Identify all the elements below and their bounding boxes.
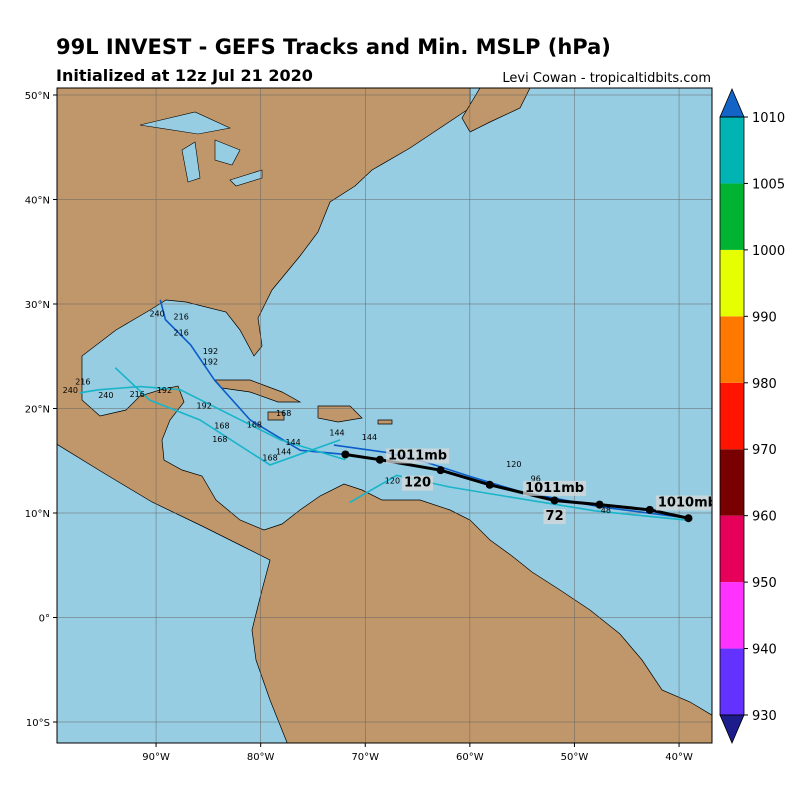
colorbar-segment <box>720 249 744 317</box>
annotation-box <box>655 495 712 511</box>
graticule <box>57 88 712 743</box>
x-tick-label: 70°W <box>351 752 379 763</box>
x-tick-label: 40°W <box>665 752 693 763</box>
colorbar-frame <box>719 116 745 716</box>
track <box>349 474 689 522</box>
colorbar-segment <box>720 316 744 383</box>
colorbar-extend-high <box>719 87 745 118</box>
annotation: 1010mb <box>658 496 717 511</box>
colorbar-label: 1005 <box>752 177 785 192</box>
hour-label: 192 <box>197 401 212 410</box>
hour-label: 240 <box>149 310 164 319</box>
track-point <box>436 466 445 475</box>
y-tick-label: 30°N <box>25 300 50 311</box>
track <box>114 367 341 466</box>
colorbar-label: 1000 <box>752 244 785 259</box>
annotation: 1011mb <box>525 481 584 496</box>
hour-label: 216 <box>130 390 145 399</box>
colorbar-label: 980 <box>752 377 777 392</box>
annotation-box <box>523 480 587 496</box>
annotation-box <box>401 475 434 491</box>
annotation-box <box>386 448 450 464</box>
track-point <box>645 505 654 514</box>
y-tick-label: 40°N <box>25 196 50 207</box>
colorbar-label: 930 <box>752 709 777 724</box>
x-tick-label: 80°W <box>247 752 275 763</box>
lakes <box>139 111 263 187</box>
colorbar-extend-low <box>719 714 745 745</box>
hour-label: 192 <box>157 386 172 395</box>
track-point <box>595 500 604 509</box>
hour-label: 48 <box>601 506 611 515</box>
annotation: 1011mb <box>388 448 447 463</box>
hour-label: 144 <box>285 438 300 447</box>
map-frame <box>56 87 713 744</box>
hour-label: 144 <box>276 447 291 456</box>
colorbar: 930 940 950 960 970 980 990 1000 1005 1010 <box>719 87 785 745</box>
colorbar-segment <box>720 183 744 250</box>
hour-label: 120 <box>385 477 400 486</box>
colorbar-label: 960 <box>752 510 777 525</box>
hour-label: 192 <box>203 347 218 356</box>
annotation: 120 <box>404 476 431 491</box>
track <box>79 385 346 461</box>
colorbar-label: 940 <box>752 643 777 658</box>
hour-label: 216 <box>174 328 189 337</box>
colorbar-label: 990 <box>752 310 777 325</box>
hour-label: 144 <box>362 433 377 442</box>
hour-label: 168 <box>262 454 277 463</box>
y-tick-label: 20°N <box>25 404 50 415</box>
hour-label: 96 <box>531 475 541 484</box>
annotation: 72 <box>546 509 564 524</box>
annotation-box <box>543 509 566 525</box>
x-tick-label: 90°W <box>142 752 170 763</box>
colorbar-segment <box>720 449 744 516</box>
colorbar-segment <box>720 582 744 649</box>
colorbar-segment <box>720 382 744 450</box>
hour-label: 120 <box>506 460 521 469</box>
colorbar-label: 1010 <box>752 111 785 126</box>
hour-label: 168 <box>247 420 262 429</box>
colorbar-label: 970 <box>752 443 777 458</box>
colorbar-label: 950 <box>752 576 777 591</box>
y-tick-label: 10°S <box>26 718 50 729</box>
hour-label: 168 <box>214 421 229 430</box>
credit: Levi Cowan - tropicaltidbits.com <box>502 71 711 86</box>
track-point <box>684 514 693 523</box>
track-point <box>375 455 384 464</box>
hour-label: 216 <box>75 377 90 386</box>
hour-label: 240 <box>63 386 78 395</box>
colorbar-segment <box>720 648 744 715</box>
subtitle: Initialized at 12z Jul 21 2020 <box>56 66 313 85</box>
track <box>159 299 346 456</box>
hour-label: 168 <box>276 409 291 418</box>
y-tick-label: 0° <box>39 613 50 624</box>
colorbar-segment <box>720 117 744 184</box>
land <box>57 88 712 743</box>
hour-label: 240 <box>98 391 113 400</box>
track-point <box>341 450 350 459</box>
y-tick-label: 10°N <box>25 509 50 520</box>
hour-label: 168 <box>212 435 227 444</box>
colorbar-segment <box>720 515 744 583</box>
x-tick-label: 50°W <box>561 752 589 763</box>
x-tick-label: 60°W <box>456 752 484 763</box>
title: 99L INVEST - GEFS Tracks and Min. MSLP (… <box>56 35 611 59</box>
track-point <box>550 496 559 505</box>
hour-label: 192 <box>203 358 218 367</box>
hour-label: 216 <box>174 313 189 322</box>
hour-label: 144 <box>329 429 344 438</box>
track-point <box>485 480 494 489</box>
y-tick-label: 50°N <box>25 91 50 102</box>
